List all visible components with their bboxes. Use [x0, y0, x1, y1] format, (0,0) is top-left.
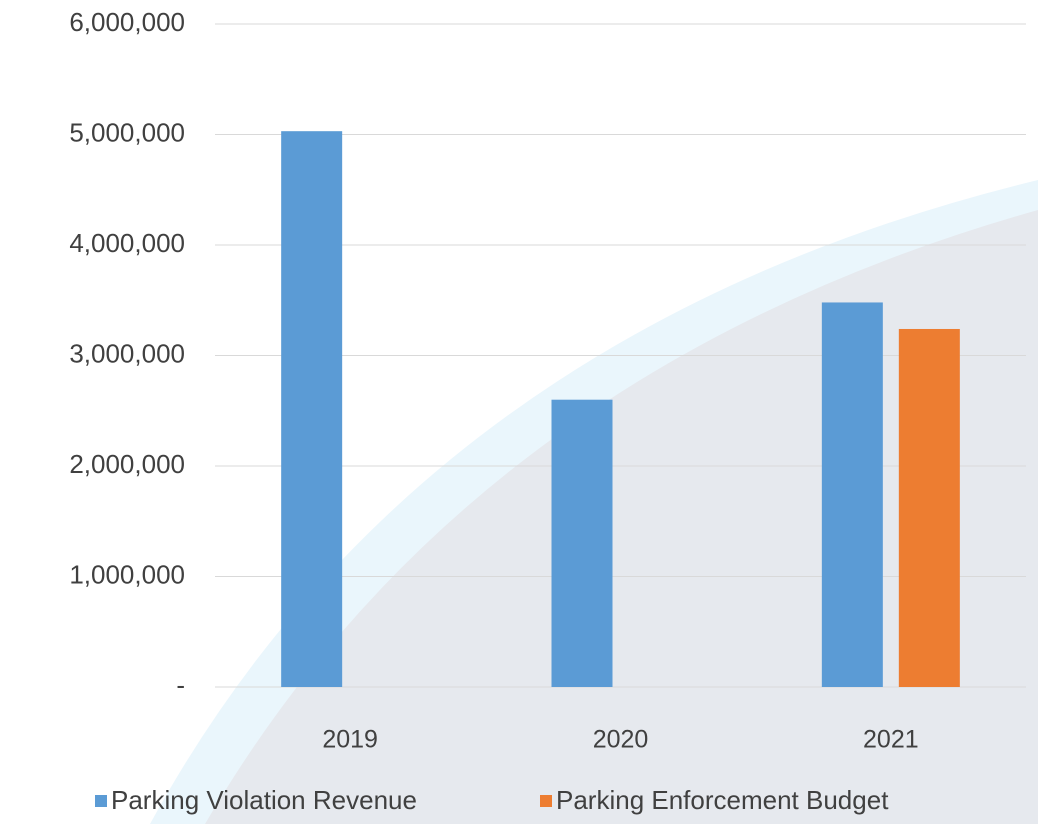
x-tick-label: 2020 [593, 726, 649, 754]
bar [898, 328, 960, 687]
legend-label: Parking Violation Revenue [111, 785, 417, 815]
bar [821, 302, 883, 687]
y-tick-label: 4,000,000 [69, 228, 185, 258]
bar [281, 131, 343, 687]
legend-label: Parking Enforcement Budget [556, 785, 889, 815]
legend-swatch [540, 795, 552, 807]
y-tick-label: 2,000,000 [69, 449, 185, 479]
y-tick-label: 5,000,000 [69, 117, 185, 147]
y-tick-label: 6,000,000 [69, 7, 185, 37]
x-tick-label: 2021 [863, 726, 919, 754]
y-tick-label: - [176, 670, 185, 700]
legend-swatch [95, 795, 107, 807]
x-tick-label: 2019 [322, 726, 378, 754]
y-tick-label: 3,000,000 [69, 338, 185, 368]
y-tick-label: 1,000,000 [69, 559, 185, 589]
bar [551, 399, 613, 687]
